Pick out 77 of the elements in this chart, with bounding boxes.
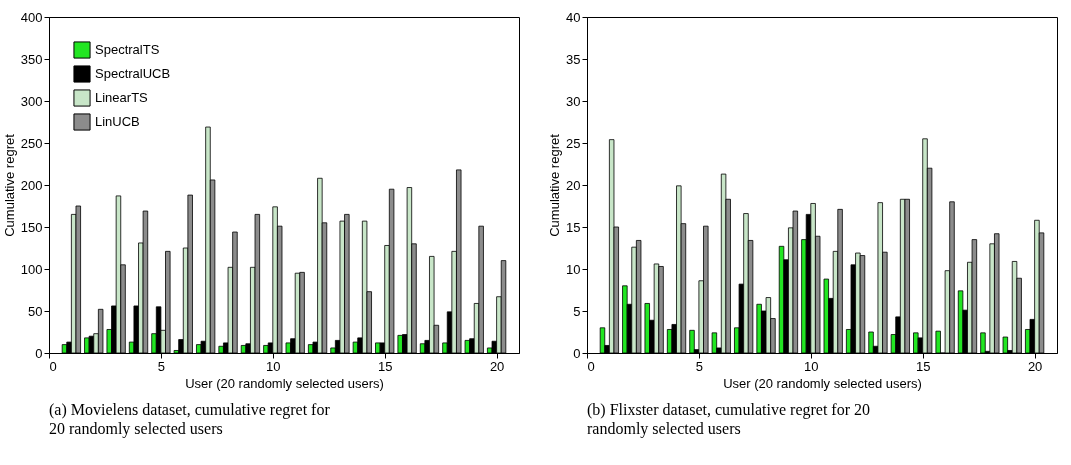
x-tick-label: 15 bbox=[377, 358, 393, 374]
bar bbox=[599, 327, 606, 354]
bar bbox=[218, 345, 224, 354]
bar bbox=[689, 329, 695, 354]
bar bbox=[500, 260, 507, 354]
x-tick-label: 10 bbox=[804, 358, 819, 374]
y-tick-label: 100 bbox=[20, 261, 43, 277]
x-tick-label: 5 bbox=[695, 358, 704, 374]
bar bbox=[622, 285, 628, 354]
y-axis-title: Cumulative regret bbox=[1, 133, 17, 237]
y-tick-label: 20 bbox=[566, 177, 581, 193]
bar bbox=[142, 210, 149, 354]
y-tick-label: 5 bbox=[573, 303, 581, 319]
bar bbox=[352, 341, 359, 354]
y-tick-label: 50 bbox=[28, 303, 43, 319]
y-axis-title: Cumulative regret bbox=[547, 133, 563, 237]
legend-label: LinUCB bbox=[95, 114, 140, 129]
bar bbox=[904, 198, 910, 354]
bar bbox=[823, 278, 829, 354]
legend-label: SpectralUCB bbox=[95, 66, 171, 81]
bar bbox=[653, 263, 660, 354]
legend-label: LinearTS bbox=[95, 90, 149, 105]
y-tick-label: 40 bbox=[566, 9, 581, 25]
bar bbox=[971, 239, 978, 354]
x-axis-title: User (20 randomly selected users) bbox=[723, 375, 922, 391]
y-tick-label: 30 bbox=[566, 93, 581, 109]
y-tick-label: 25 bbox=[566, 135, 581, 151]
bar bbox=[187, 194, 193, 354]
bar bbox=[644, 303, 650, 354]
bar bbox=[711, 332, 718, 354]
y-tick-label: 35 bbox=[566, 51, 581, 67]
bar bbox=[635, 240, 642, 354]
y-tick-label: 350 bbox=[20, 51, 43, 67]
bar bbox=[792, 210, 799, 354]
bar bbox=[254, 214, 261, 354]
x-tick-label: 20 bbox=[1027, 358, 1043, 374]
bar bbox=[263, 345, 269, 354]
y-tick-label: 300 bbox=[20, 93, 43, 109]
bar bbox=[765, 297, 772, 354]
bar bbox=[868, 331, 874, 354]
x-tick-label: 20 bbox=[489, 358, 505, 374]
y-tick-label: 10 bbox=[566, 261, 581, 277]
bar bbox=[397, 334, 403, 354]
legend-label: SpectralTS bbox=[95, 42, 160, 57]
x-tick-label: 0 bbox=[587, 358, 595, 374]
x-tick-label: 15 bbox=[915, 358, 931, 374]
bar bbox=[756, 303, 762, 354]
bar bbox=[388, 188, 395, 354]
x-tick-label: 5 bbox=[157, 358, 166, 374]
bar bbox=[464, 340, 471, 354]
y-tick-label: 400 bbox=[20, 9, 43, 25]
y-tick-label: 200 bbox=[20, 177, 43, 193]
bar bbox=[361, 220, 368, 354]
bar bbox=[285, 342, 291, 354]
bar bbox=[859, 255, 866, 354]
bar bbox=[299, 271, 305, 354]
bar bbox=[97, 308, 104, 354]
bar bbox=[837, 208, 843, 354]
y-tick-label: 15 bbox=[566, 219, 581, 235]
bar bbox=[115, 195, 122, 354]
y-tick-label: 250 bbox=[20, 135, 43, 151]
y-tick-label: 150 bbox=[20, 219, 43, 235]
bar bbox=[406, 187, 413, 354]
bar bbox=[1002, 336, 1009, 354]
bar bbox=[155, 306, 162, 354]
text: (a) Movielens dataset, cumulative regret for 20 randomly selected users bbox=[49, 401, 331, 438]
bar bbox=[980, 332, 986, 354]
bar bbox=[935, 330, 941, 354]
bar bbox=[478, 225, 484, 354]
bar bbox=[84, 337, 90, 354]
text: (b) Flixster dataset, cumulative regret for 20 randomly selected users bbox=[587, 401, 871, 438]
x-tick-label: 0 bbox=[49, 358, 57, 374]
bar bbox=[75, 205, 81, 354]
x-tick-label: 10 bbox=[266, 358, 281, 374]
x-axis-title: User (20 randomly selected users) bbox=[185, 375, 384, 391]
y-tick-label: 0 bbox=[35, 345, 43, 361]
y-tick-label: 0 bbox=[573, 345, 581, 361]
